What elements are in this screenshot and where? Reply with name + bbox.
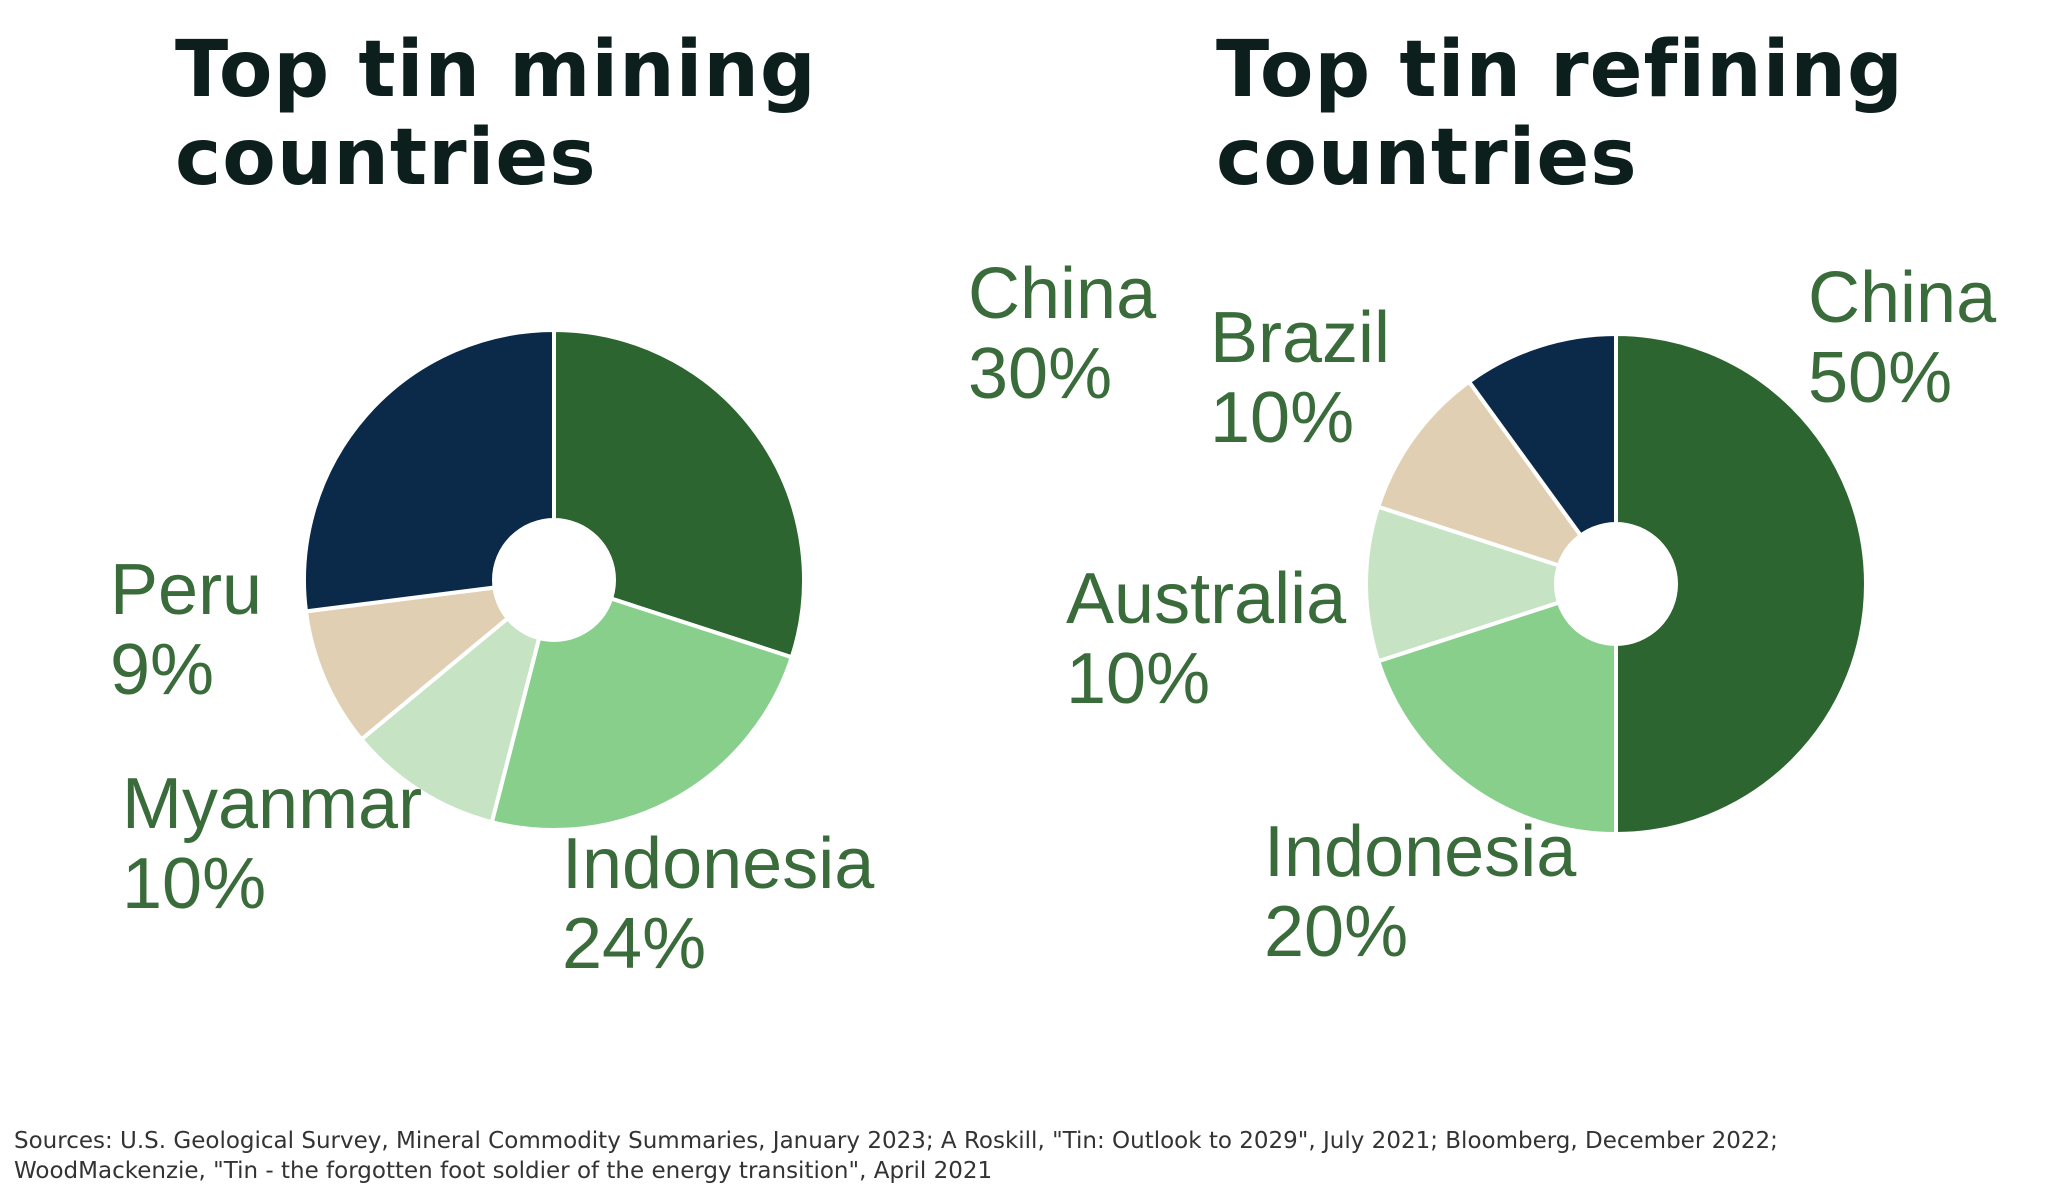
refining-label-australia-name: Australia — [1066, 559, 1347, 639]
mining-chart-title: Top tin mining countries — [175, 26, 935, 202]
refining-pie-chart: China50%Indonesia20%Australia10%Brazil10… — [1066, 258, 1997, 972]
refining-title-line-2: countries — [1216, 113, 1638, 203]
mining-label-myanmar-name: Myanmar — [122, 764, 422, 844]
mining-slice-china — [552, 328, 806, 660]
refining-slice-brazil — [1376, 379, 1618, 586]
mining-label-myanmar-value: 10% — [122, 844, 266, 924]
mining-slice-indonesia — [489, 578, 794, 832]
refining-label-china-name: China — [1808, 258, 1997, 338]
refining-donut-hole — [1554, 522, 1678, 646]
refining-chart-title: Top tin refining countries — [1216, 26, 2016, 202]
refining-title-line-1: Top tin refining — [1216, 25, 1904, 115]
sources-line-1: Sources: U.S. Geological Survey, Mineral… — [14, 1128, 1778, 1154]
mining-slice-other — [302, 328, 556, 614]
refining-label-indonesia-name: Indonesia — [1264, 812, 1577, 892]
mining-title-line-2: countries — [175, 113, 597, 203]
refining-slice-other — [1467, 332, 1618, 586]
mining-slice-peru — [303, 578, 556, 742]
sources-line-2: WoodMackenzie, "Tin - the forgotten foot… — [14, 1158, 993, 1184]
sources-footnote: Sources: U.S. Geological Survey, Mineral… — [14, 1126, 2034, 1186]
refining-slice-australia — [1364, 504, 1618, 664]
refining-slice-indonesia — [1376, 582, 1618, 836]
mining-label-china-name: China — [968, 254, 1157, 334]
mining-label-peru-name: Peru — [110, 550, 262, 630]
mining-label-indonesia-name: Indonesia — [562, 824, 875, 904]
mining-label-peru-value: 9% — [110, 630, 214, 710]
mining-title-line-1: Top tin mining — [175, 25, 817, 115]
refining-label-brazil-value: 10% — [1210, 378, 1354, 458]
refining-label-australia-value: 10% — [1066, 639, 1210, 719]
refining-slice-china — [1614, 332, 1868, 836]
mining-label-china-value: 30% — [968, 334, 1112, 414]
mining-slice-myanmar — [359, 578, 556, 825]
mining-donut-hole — [492, 518, 616, 642]
refining-label-brazil-name: Brazil — [1210, 298, 1390, 378]
refining-label-china-value: 50% — [1808, 338, 1952, 418]
mining-label-indonesia-value: 24% — [562, 904, 706, 984]
refining-label-indonesia-value: 20% — [1264, 892, 1408, 972]
